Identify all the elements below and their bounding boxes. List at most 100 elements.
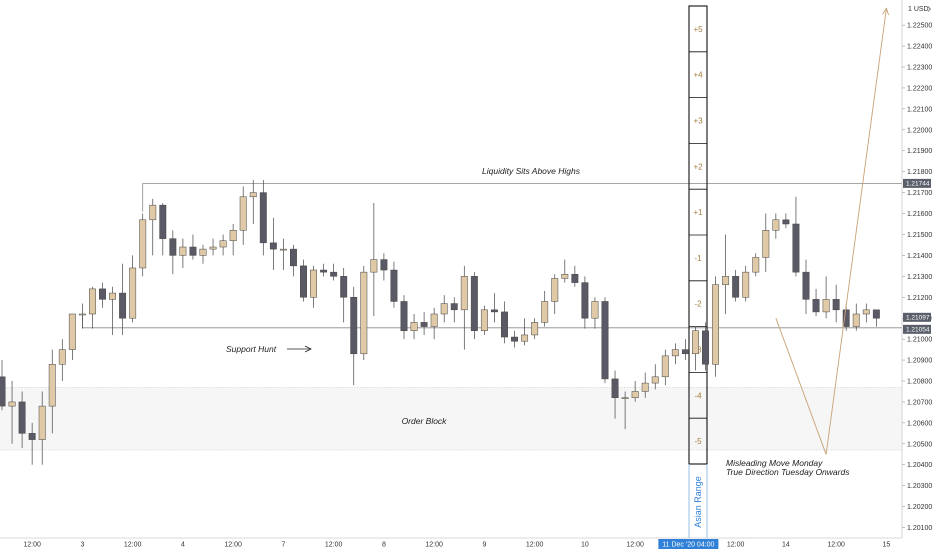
y-tick-label: 1.21200 <box>907 295 932 302</box>
candle <box>320 263 328 277</box>
bullish-candle-body <box>561 273 569 279</box>
candle <box>591 297 599 329</box>
price-tag-bg <box>903 324 931 334</box>
candle <box>89 286 96 329</box>
bearish-candle-body <box>872 309 880 319</box>
candle <box>48 349 56 434</box>
x-tick-label: 12:00 <box>626 542 644 549</box>
candle <box>340 267 348 323</box>
bearish-candle-body <box>0 376 6 407</box>
price-tags: 1.21744 1.21097 1.21054 <box>903 178 931 334</box>
bullish-candle-body <box>822 299 830 313</box>
bearish-candle-body <box>259 192 267 244</box>
x-tick-label-highlight: 11 Dec '20 04:00 <box>662 542 714 549</box>
asian-range-level: +2 <box>693 162 703 171</box>
order-block-fill <box>0 387 902 451</box>
horizontal-levels <box>82 182 902 329</box>
y-tick-label: 1.21600 <box>907 211 932 218</box>
bullish-candle-body <box>551 278 559 302</box>
price-tag-bg <box>903 178 931 188</box>
bullish-candle-body <box>722 276 730 285</box>
x-tick-label: 14 <box>782 542 790 549</box>
bullish-candle-body <box>78 313 86 316</box>
annotation-liquidity: Liquidity Sits Above Highs <box>482 166 581 176</box>
annotation-support-hunt: Support Hunt <box>226 344 277 354</box>
bearish-candle-body <box>511 336 519 342</box>
price-tag-bg <box>903 312 931 322</box>
candle <box>792 196 800 277</box>
candle <box>470 272 478 340</box>
candle <box>269 217 277 271</box>
y-tick-label: 1.22400 <box>907 44 932 51</box>
bullish-candle-body <box>651 376 659 384</box>
x-tick-label: 12:00 <box>124 542 142 549</box>
candle <box>279 238 287 271</box>
bullish-candle-body <box>249 192 257 198</box>
bearish-candle-body <box>812 299 820 313</box>
candle <box>641 372 649 398</box>
x-tick-label: 7 <box>281 542 285 549</box>
bearish-candle-body <box>470 276 478 332</box>
candle <box>18 391 26 448</box>
bearish-candle-body <box>802 271 810 300</box>
annotation-misleading-line2: True Direction Tuesday Onwards <box>726 467 850 477</box>
bullish-candle-body <box>129 267 137 319</box>
candle <box>782 213 790 229</box>
bearish-candle-body <box>169 238 177 256</box>
bearish-candle-body <box>702 330 709 365</box>
candle <box>571 265 579 287</box>
candle <box>360 265 368 361</box>
candle <box>119 263 127 335</box>
candle <box>28 422 36 465</box>
arrow-right-icon <box>287 345 312 353</box>
candle <box>611 370 619 419</box>
bullish-candle-body <box>531 322 539 336</box>
bullish-candle-body <box>521 334 529 342</box>
candle <box>400 295 408 340</box>
candle <box>822 276 830 319</box>
annotation-misleading-line1: Misleading Move Monday <box>726 458 823 468</box>
bullish-candle-body <box>762 230 770 258</box>
candle <box>440 295 448 323</box>
candle <box>601 297 609 384</box>
y-tick-label: 1.21400 <box>907 253 932 260</box>
bullish-candle-body <box>199 248 207 256</box>
candle <box>681 339 689 361</box>
bullish-candle-body <box>209 246 217 250</box>
price-tag-label: 1.21054 <box>906 327 930 334</box>
bearish-candle-body <box>842 309 850 327</box>
y-tick-label: 1.21300 <box>907 274 932 281</box>
bullish-candle-body <box>772 219 780 231</box>
bearish-candle-body <box>501 311 508 338</box>
bearish-candle-body <box>491 309 498 313</box>
bearish-candle-body <box>159 204 167 239</box>
price-axis[interactable]: 1 USD 1.22500 1.22400 1.22300 1.22200 1.2210… <box>901 0 932 538</box>
bullish-candle-body <box>109 292 116 300</box>
y-tick-label: 1.22500 <box>907 23 932 30</box>
x-tick-label: 12:00 <box>727 542 745 549</box>
candle <box>259 180 267 256</box>
y-tick-label: 1.20100 <box>907 525 932 532</box>
x-tick-label: 4 <box>181 542 185 549</box>
x-tick-label: 12:00 <box>23 542 41 549</box>
bearish-candle-body <box>400 301 408 332</box>
asian-range-level: +1 <box>693 208 703 217</box>
asian-range-level: +3 <box>693 117 703 126</box>
candle <box>99 282 106 308</box>
candle <box>139 213 147 277</box>
y-tick-label: 1.20200 <box>907 504 932 511</box>
bullish-candle-body <box>370 259 378 273</box>
bullish-candle-body <box>541 301 549 323</box>
y-tick-label: 1.22000 <box>907 127 932 134</box>
bullish-candle-body <box>430 313 438 327</box>
asian-range-level: +4 <box>693 71 703 80</box>
bullish-candle-body <box>621 397 629 399</box>
candle <box>370 203 378 317</box>
bearish-candle-body <box>792 223 800 273</box>
time-axis[interactable]: 12:00 3 12:00 4 12:00 7 12:00 8 12:00 9 12:00 10 12:… <box>0 537 902 549</box>
chevron-right-icon <box>927 6 931 12</box>
bearish-candle-body <box>581 282 589 319</box>
bearish-candle-body <box>611 378 619 398</box>
